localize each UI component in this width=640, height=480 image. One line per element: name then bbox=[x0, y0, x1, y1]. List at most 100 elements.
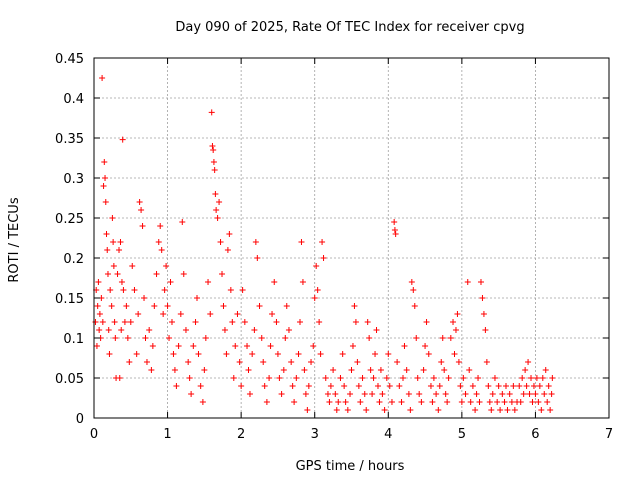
data-point bbox=[454, 311, 461, 317]
data-point bbox=[359, 375, 366, 381]
data-point bbox=[407, 407, 414, 413]
data-point bbox=[330, 367, 337, 373]
data-point bbox=[480, 311, 487, 317]
data-point bbox=[460, 375, 467, 381]
data-point bbox=[369, 391, 376, 397]
data-point bbox=[435, 407, 442, 413]
data-point bbox=[94, 303, 101, 309]
data-point bbox=[311, 295, 318, 301]
data-point bbox=[295, 351, 302, 357]
data-point bbox=[339, 351, 346, 357]
data-point bbox=[123, 303, 130, 309]
data-point bbox=[249, 351, 256, 357]
data-point bbox=[190, 343, 197, 349]
data-point bbox=[429, 399, 436, 405]
y-tick-label: 0.25 bbox=[55, 212, 84, 227]
data-point bbox=[241, 319, 248, 325]
x-axis-label: GPS time / hours bbox=[296, 459, 405, 474]
data-point bbox=[120, 287, 127, 293]
data-point bbox=[301, 367, 308, 373]
data-point bbox=[170, 351, 177, 357]
data-point bbox=[108, 303, 115, 309]
data-point bbox=[467, 399, 474, 405]
data-point bbox=[143, 359, 150, 365]
data-point bbox=[197, 383, 204, 389]
data-point bbox=[475, 375, 482, 381]
data-point bbox=[285, 327, 292, 333]
data-point bbox=[320, 255, 327, 261]
plot-frame bbox=[93, 57, 610, 419]
data-point bbox=[119, 136, 126, 143]
data-point bbox=[391, 227, 398, 233]
data-point bbox=[293, 375, 300, 381]
data-point bbox=[457, 383, 464, 389]
data-point bbox=[164, 303, 171, 309]
data-point bbox=[210, 147, 217, 153]
data-point bbox=[116, 375, 123, 381]
data-point bbox=[214, 215, 221, 221]
data-point bbox=[548, 391, 555, 397]
data-point bbox=[504, 407, 511, 413]
data-point bbox=[110, 239, 117, 245]
data-point bbox=[251, 327, 258, 333]
data-point bbox=[385, 351, 392, 357]
data-point bbox=[167, 279, 174, 285]
data-point bbox=[297, 319, 303, 325]
data-point bbox=[510, 383, 517, 389]
grid-lines bbox=[94, 58, 609, 418]
data-point bbox=[422, 343, 429, 349]
data-point bbox=[476, 399, 483, 405]
data-point bbox=[403, 367, 410, 373]
data-point bbox=[529, 399, 536, 405]
data-point bbox=[223, 351, 230, 357]
data-point bbox=[112, 335, 119, 341]
data-point bbox=[535, 399, 542, 405]
data-point bbox=[363, 407, 370, 413]
x-tick-label: 6 bbox=[531, 427, 539, 442]
y-tick-label: 0.35 bbox=[55, 132, 84, 147]
data-point bbox=[278, 391, 285, 397]
data-point bbox=[283, 303, 290, 309]
data-point bbox=[180, 271, 187, 277]
data-point bbox=[199, 399, 206, 405]
data-point bbox=[319, 239, 326, 245]
data-point bbox=[149, 343, 156, 349]
data-point bbox=[194, 295, 200, 301]
data-point bbox=[305, 383, 312, 389]
data-point bbox=[367, 367, 374, 373]
data-point bbox=[486, 399, 493, 405]
data-point bbox=[245, 367, 252, 373]
data-point bbox=[469, 383, 476, 389]
data-point bbox=[302, 391, 309, 397]
data-point bbox=[289, 383, 296, 389]
data-point bbox=[401, 343, 408, 349]
data-point bbox=[423, 319, 430, 325]
y-tick-label: 0.3 bbox=[63, 172, 84, 187]
data-point bbox=[313, 263, 320, 269]
data-point bbox=[547, 407, 554, 413]
data-point bbox=[219, 271, 226, 277]
data-point bbox=[462, 391, 469, 397]
data-point bbox=[179, 219, 186, 225]
data-point bbox=[341, 383, 348, 389]
data-point bbox=[528, 375, 535, 381]
data-point bbox=[177, 311, 184, 317]
data-point bbox=[326, 399, 333, 405]
data-point bbox=[148, 367, 155, 373]
data-point bbox=[175, 343, 182, 349]
data-point bbox=[445, 375, 452, 381]
data-point bbox=[332, 391, 339, 397]
data-point bbox=[327, 383, 334, 389]
data-point bbox=[271, 279, 278, 285]
data-point bbox=[116, 247, 123, 253]
data-point bbox=[266, 375, 273, 381]
data-point bbox=[158, 247, 165, 253]
data-point bbox=[352, 319, 359, 325]
data-point bbox=[357, 399, 364, 405]
data-point bbox=[220, 303, 227, 309]
x-tick-label: 0 bbox=[90, 427, 98, 442]
data-point bbox=[101, 159, 108, 165]
data-point bbox=[230, 375, 237, 381]
y-tick-label: 0.45 bbox=[55, 52, 84, 67]
data-point bbox=[494, 399, 501, 405]
